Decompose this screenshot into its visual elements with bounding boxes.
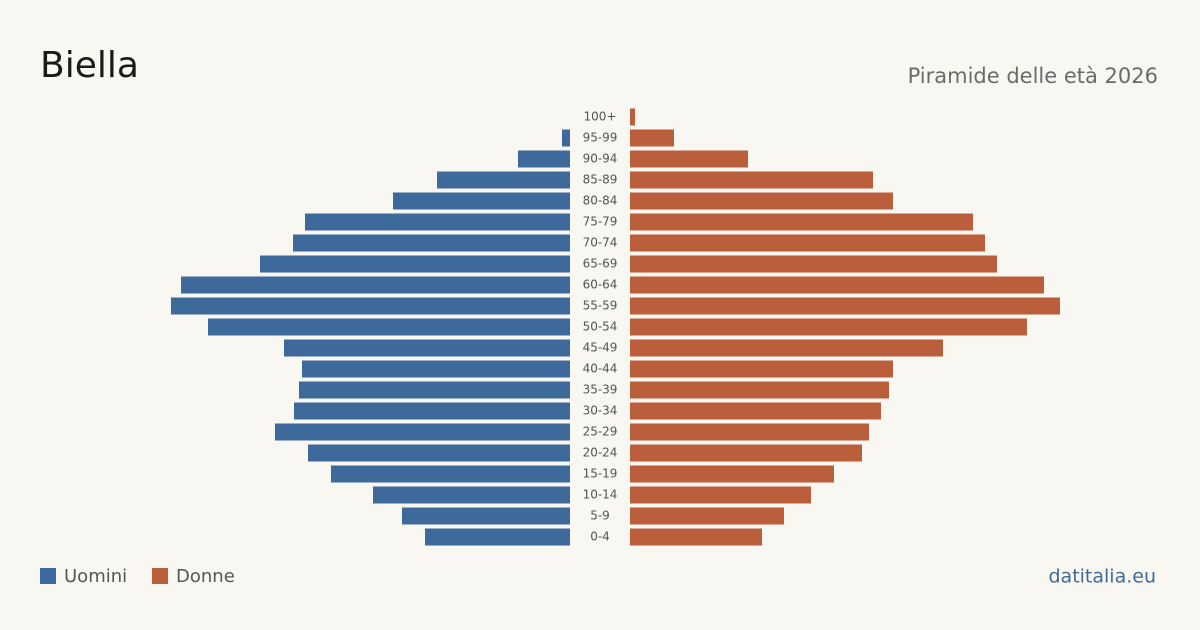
legend-swatch: [40, 568, 56, 584]
bar: [630, 381, 889, 399]
bar: [630, 339, 943, 357]
age-label: 100+: [584, 110, 617, 124]
age-label: 35-39: [583, 383, 618, 397]
age-label: 95-99: [583, 131, 618, 145]
bar: [630, 255, 997, 273]
legend-label: Uomini: [64, 566, 127, 587]
bar: [630, 402, 881, 420]
bar: [630, 192, 893, 210]
bar: [630, 444, 862, 462]
age-label: 20-24: [583, 446, 618, 460]
bar: [331, 465, 570, 483]
bar: [630, 171, 873, 189]
age-label: 25-29: [583, 425, 618, 439]
bar: [630, 129, 674, 147]
bar: [437, 171, 570, 189]
age-label: 60-64: [583, 278, 618, 292]
bar: [630, 276, 1044, 294]
bar: [299, 381, 570, 399]
bar: [302, 360, 570, 378]
bar: [518, 150, 570, 168]
chart-title: Biella: [40, 45, 139, 86]
chart-subtitle: Piramide delle età 2026: [908, 64, 1158, 88]
age-label: 15-19: [583, 467, 618, 481]
bar: [402, 507, 570, 525]
legend-label: Donne: [176, 566, 235, 587]
bar: [630, 360, 893, 378]
bar: [305, 213, 570, 231]
age-label: 80-84: [583, 194, 618, 208]
bar: [630, 234, 985, 252]
bar: [293, 234, 570, 252]
age-label: 30-34: [583, 404, 618, 418]
age-label: 65-69: [583, 257, 618, 271]
age-label: 75-79: [583, 215, 618, 229]
bar: [562, 129, 570, 147]
bar: [373, 486, 570, 504]
legend-swatch: [152, 568, 168, 584]
bar: [630, 318, 1027, 336]
age-label: 90-94: [583, 152, 618, 166]
bar: [630, 108, 635, 126]
bar: [425, 528, 570, 546]
bar: [630, 528, 762, 546]
bar: [630, 213, 973, 231]
bar: [393, 192, 570, 210]
bar: [308, 444, 570, 462]
bar: [630, 465, 834, 483]
age-label: 45-49: [583, 341, 618, 355]
bar: [208, 318, 570, 336]
bar: [630, 486, 811, 504]
bar: [171, 297, 570, 315]
source: datitalia.eu: [1049, 566, 1157, 588]
age-label: 55-59: [583, 299, 618, 313]
bar: [260, 255, 570, 273]
bar: [294, 402, 570, 420]
age-label: 10-14: [583, 488, 618, 502]
age-label: 40-44: [583, 362, 618, 376]
bar: [630, 423, 869, 441]
age-label: 5-9: [590, 509, 610, 523]
age-label: 70-74: [583, 236, 618, 250]
age-label: 85-89: [583, 173, 618, 187]
bar: [630, 150, 748, 168]
age-label: 50-54: [583, 320, 618, 334]
age-label: 0-4: [590, 530, 610, 544]
bar: [630, 297, 1060, 315]
bar: [275, 423, 570, 441]
bar: [181, 276, 570, 294]
bar: [284, 339, 570, 357]
bar: [630, 507, 784, 525]
